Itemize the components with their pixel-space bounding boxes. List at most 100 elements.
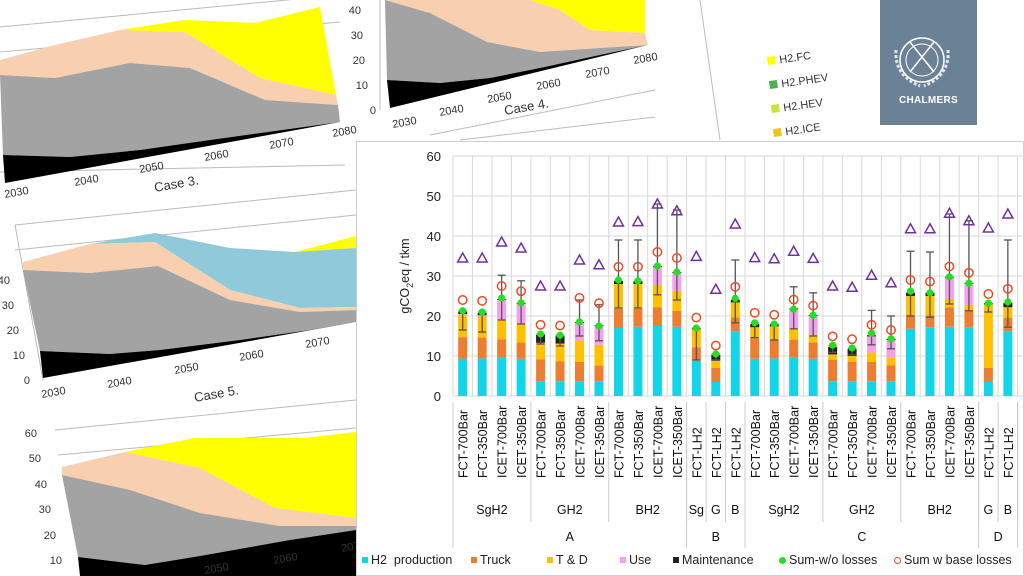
legend-use: Use [620,553,651,567]
y-axis-label-part: gCO [398,288,412,314]
y-tick-label: 40 [0,275,10,287]
bar-segment-t-d [497,320,507,340]
marker-triangle [592,258,606,270]
marker-sum-without-losses [770,320,778,328]
gridline [429,89,656,136]
bar-segment-truck [944,307,954,327]
group-label: C [857,530,866,544]
bar-segment-truck [828,359,838,382]
y-tick-label: 10 [427,349,441,364]
marker-triangle [904,222,917,234]
y-tick-label: 0 [370,105,376,117]
marker-triangle [514,241,528,253]
x-category-label: FCT-350Bar [846,410,860,478]
x-tick-label: 2050 [173,361,199,377]
marker-sum-without-losses [731,294,739,302]
y-tick-label: 10 [356,80,368,92]
bar-segment-h2-production [594,381,604,396]
bar-segment-h2-production [867,381,877,396]
logo-text: CHALMERS [898,95,959,106]
marker-sum-with-base-losses [749,307,760,318]
marker-triangle [651,197,664,209]
legend-label: Truck [480,553,511,567]
subgroup-label: SgH2 [768,503,799,517]
marker-sum-with-base-losses [730,281,741,292]
bar-segment-truck [808,342,818,359]
legend-marker [779,556,786,564]
marker-sum-with-base-losses [769,309,780,320]
subgroup-label: G [711,503,721,517]
marker-sum-without-losses [984,299,992,307]
legend-swatch [770,103,780,113]
legend-h2-production: H2 production [362,553,452,567]
marker-sum-with-base-losses [827,331,838,342]
bar-segment-t-d [536,342,546,360]
marker-triangle [943,206,956,218]
marker-sum-without-losses [673,268,681,276]
bar-segment-h2-production [458,358,468,396]
marker-sum-without-losses [712,350,720,358]
legend-label: H2 production [371,553,453,567]
bar-segment-truck [711,368,721,382]
marker-sum-with-base-losses [983,289,994,299]
x-category-label: FCT-350Bar [924,410,938,478]
bar-segment-truck [477,337,487,359]
chalmers-seal-icon [894,37,950,88]
x-tick-label: 2040 [73,173,99,189]
marker-sum-with-base-losses [496,281,507,291]
subgroup-label: SgH2 [476,503,507,517]
x-tick-label: 2030 [391,115,417,131]
chalmers-logo: CHALMERS [880,0,977,125]
bar-segment-t-d [652,284,662,308]
y-axis-label-subscript: 2 [405,283,415,288]
legend-truck: Truck [471,553,511,567]
bar-segment-h2-production [750,358,760,396]
subgroup-label: BH2 [928,503,952,517]
x-category-label: FCT-700Bar [905,410,919,478]
x-category-label: ICET-700Bar [788,406,802,478]
axis-line [14,224,44,381]
legend-t-and-d: T & D [547,553,588,567]
marker-sum-with-base-losses [535,319,546,330]
marker-sum-without-losses [751,319,759,327]
bar-segment-truck [769,339,779,359]
y-tick-label: 10 [50,555,62,567]
legend-swatch [471,557,477,563]
bar-segment-h2-production [613,328,623,396]
marker-sum-without-losses [595,322,603,330]
marker-sum-without-losses [692,324,700,332]
area-h2-fc [530,0,645,33]
x-category-label: ICET-700Bar [574,406,588,478]
marker-triangle [923,222,937,234]
bar-segment-h2-production [497,357,507,396]
bar-segment-truck [555,361,565,382]
marker-sum-with-base-losses [944,261,955,272]
area-peach [62,452,356,526]
legend-swatch [673,557,679,563]
bar-segment-truck [458,337,468,359]
gridline [14,189,357,226]
marker-sum-without-losses [614,276,623,284]
marker-sum-with-base-losses [1002,283,1013,294]
y-tick-label: 20 [7,325,19,337]
x-category-label: FCT-LH2 [729,427,743,478]
x-category-label: ICET-350Bar [515,406,529,478]
x-category-label: ICET-350Bar [963,406,977,478]
marker-triangle [709,282,723,294]
legend-label: Use [629,553,652,567]
legend-swatch [768,79,778,89]
bar-segment-truck [730,317,740,332]
bar-segment-h2-production [828,381,838,396]
x-tick-label: 2030 [3,185,29,201]
x-category-label: FCT-350Bar [554,410,568,478]
marker-triangle [962,214,976,226]
marker-triangle [612,215,625,227]
x-category-label: ICET-700Bar [866,406,880,478]
x-tick-label: 2060 [238,348,264,364]
bar-segment-h2-production [633,326,643,396]
x-category-label: ICET-350Bar [885,406,899,478]
x-category-label: FCT-LH2 [1002,427,1016,478]
legend-sum-with-base-losses: Sum w base losses [894,553,1012,567]
marker-triangle [729,217,742,229]
